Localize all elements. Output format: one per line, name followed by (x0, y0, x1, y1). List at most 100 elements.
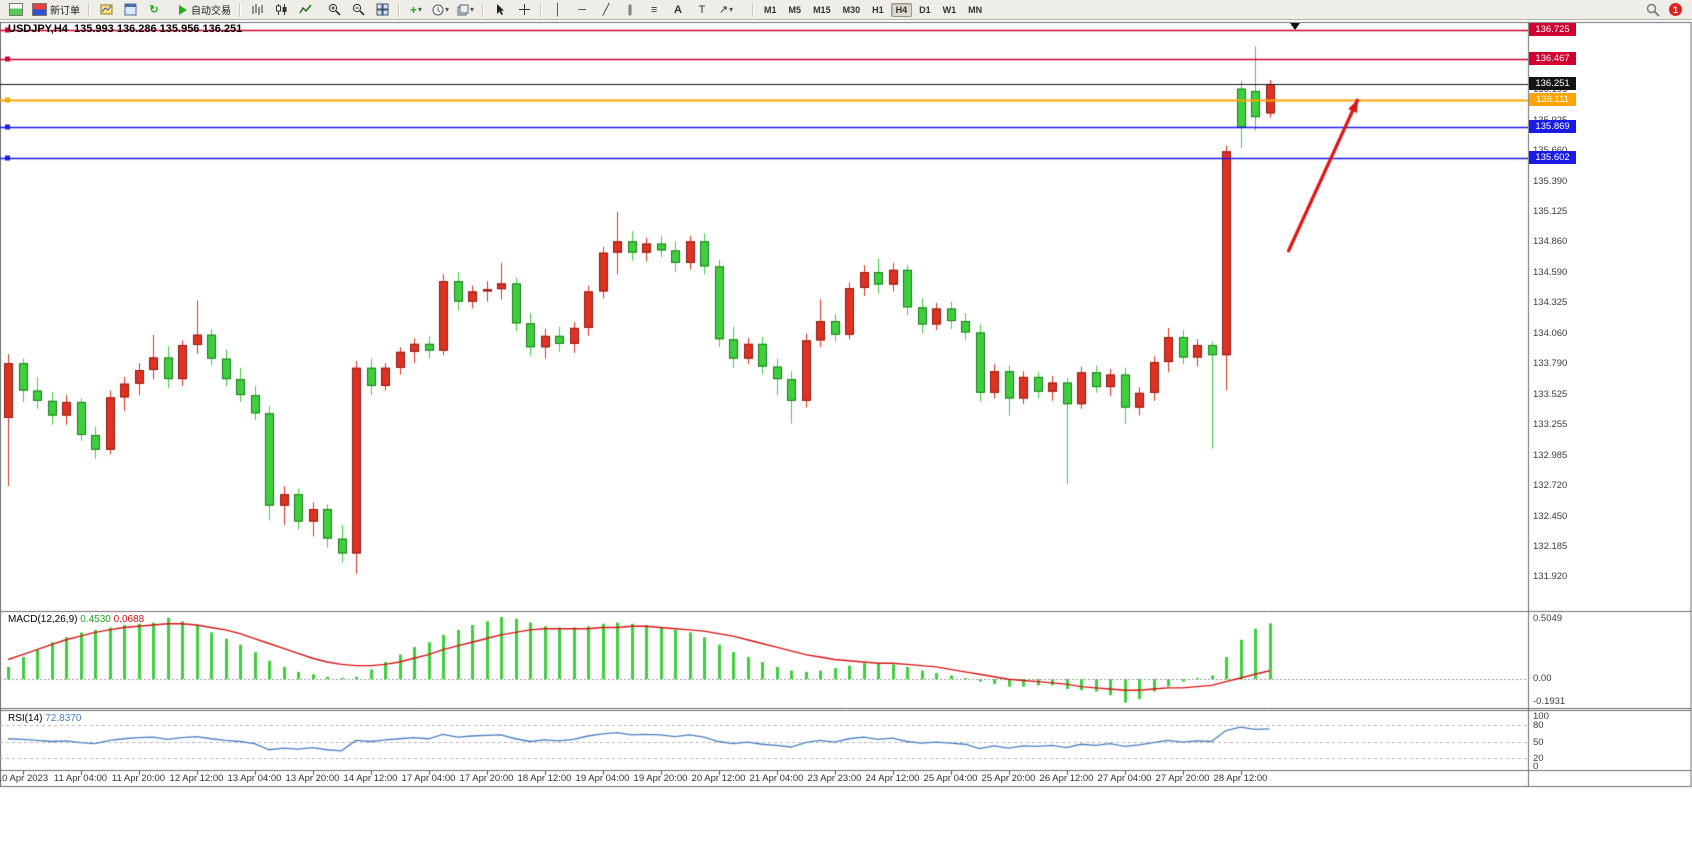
arrow-tool-icon: ↗ (718, 3, 729, 16)
vertical-line-icon: │ (554, 3, 562, 16)
new-order-button[interactable]: 新订单 (29, 1, 83, 19)
rsi-name: RSI(14) (8, 713, 43, 724)
time-axis-label: 11 Apr 20:00 (111, 773, 166, 784)
chevron-down-icon: ▾ (470, 5, 475, 14)
time-axis-label: 10 Apr 2023 (0, 773, 49, 784)
price-axis-label: 133.255 (1533, 419, 1568, 431)
rsi-value: 72.8370 (45, 713, 82, 724)
periods-button[interactable]: ▾ (429, 1, 452, 19)
timeframe-mn-button[interactable]: MN (968, 4, 983, 15)
fibonacci-icon: ≡ (650, 3, 658, 16)
crosshair-icon (518, 4, 530, 15)
price-axis-label: 132.985 (1533, 450, 1568, 462)
auto-trading-button[interactable]: 自动交易 (176, 1, 234, 19)
time-axis-label: 23 Apr 23:00 (807, 773, 862, 784)
horizontal-line-tool-button[interactable]: ─ (571, 1, 593, 19)
candle-chart-type-button[interactable] (270, 1, 292, 19)
macd-axis-label: 0.00 (1533, 673, 1552, 685)
fibonacci-tool-button[interactable]: ≡ (643, 1, 665, 19)
new-order-label: 新订单 (50, 6, 80, 17)
timeframe-h1-button[interactable]: H1 (872, 4, 884, 15)
separator (239, 2, 241, 17)
search-button[interactable] (1642, 1, 1664, 19)
chevron-down-icon: ▾ (445, 5, 450, 14)
separator (752, 2, 755, 17)
time-axis-label: 11 Apr 04:00 (53, 773, 108, 784)
rsi-axis-label: 100 (1533, 711, 1549, 722)
arrows-tool-button[interactable]: ↗ ▾ (715, 1, 737, 19)
vertical-line-tool-button[interactable]: │ (547, 1, 569, 19)
timeframe-h4-button[interactable]: H4 (890, 2, 913, 17)
price-axis-label: 135.660 (1533, 145, 1567, 156)
timeframe-w1-button[interactable]: W1 (942, 4, 957, 15)
time-axis-label: 28 Apr 12:00 (1213, 773, 1268, 784)
time-axis-label: 17 Apr 04:00 (401, 773, 456, 784)
timeframe-m30-button[interactable]: M30 (842, 4, 861, 15)
data-window-button[interactable] (119, 1, 141, 19)
time-axis-label: 17 Apr 20:00 (459, 773, 514, 784)
bar-chart-type-button[interactable] (246, 1, 268, 19)
time-axis-label: 27 Apr 20:00 (1155, 773, 1210, 784)
rsi-axis-label: 80 (1533, 720, 1544, 731)
price-axis-label: 134.590 (1533, 267, 1568, 279)
text-icon: A (674, 3, 682, 16)
bar-chart-icon (252, 4, 262, 15)
timeframe-m15-button[interactable]: M15 (813, 4, 831, 15)
auto-trading-label: 自动交易 (191, 6, 231, 17)
zoom-out-icon (352, 3, 365, 16)
price-axis-label: 132.720 (1533, 480, 1568, 492)
channel-tool-button[interactable]: ∥ (619, 1, 641, 19)
indicators-button[interactable]: + ▾ (405, 1, 427, 19)
search-icon (1646, 3, 1660, 17)
time-axis-label: 26 Apr 12:00 (1039, 773, 1094, 784)
refresh-button[interactable]: ↻ (143, 1, 165, 19)
hline-price-badge: 136.111 (1529, 92, 1576, 106)
timeframe-m1-button[interactable]: M1 (764, 4, 777, 15)
cursor-tool-button[interactable] (489, 1, 511, 19)
price-axis-label: 135.125 (1533, 206, 1568, 218)
new-order-icon (32, 3, 47, 16)
templates-icon (457, 4, 469, 15)
notification-badge[interactable]: 1 (1669, 3, 1682, 16)
separator (88, 2, 90, 17)
data-window-icon (124, 3, 136, 16)
market-watch-button[interactable] (95, 1, 117, 19)
chart-shift-marker-icon[interactable] (1290, 23, 1300, 30)
text-tool-button[interactable]: A (667, 1, 689, 19)
new-chart-button[interactable] (5, 1, 27, 19)
rsi-axis-label: 50 (1533, 736, 1544, 748)
hline-price-badge: 136.725 (1529, 22, 1576, 36)
time-axis-label: 14 Apr 12:00 (343, 773, 398, 784)
macd-signal-value: 0.0688 (113, 614, 145, 625)
zoom-out-button[interactable] (347, 1, 369, 19)
timeframe-m5-button[interactable]: M5 (788, 4, 802, 15)
time-axis-label: 18 Apr 12:00 (517, 773, 572, 784)
crosshair-tool-button[interactable] (513, 1, 535, 19)
hline-price-badge: 136.467 (1529, 52, 1576, 66)
trendline-tool-button[interactable]: ╱ (595, 1, 617, 19)
separator (398, 2, 400, 17)
chevron-down-icon: ▾ (418, 5, 423, 14)
timeframe-d1-button[interactable]: D1 (919, 4, 931, 15)
play-icon (179, 4, 187, 15)
candle-chart-icon (275, 4, 286, 15)
time-axis-label: 25 Apr 04:00 (923, 773, 978, 784)
tile-windows-button[interactable] (371, 1, 393, 19)
time-axis-label: 21 Apr 04:00 (749, 773, 804, 784)
time-axis-label: 25 Apr 20:00 (981, 773, 1036, 784)
line-chart-type-button[interactable] (294, 1, 316, 19)
zoom-in-button[interactable] (323, 1, 345, 19)
time-axis-label: 20 Apr 12:00 (691, 773, 746, 784)
clock-icon (432, 4, 444, 15)
line-chart-icon (298, 4, 312, 14)
time-axis-label: 12 Apr 12:00 (169, 773, 224, 784)
zoom-in-icon (328, 3, 341, 16)
time-axis-label: 13 Apr 20:00 (285, 773, 340, 784)
label-tool-button[interactable]: T (691, 1, 713, 19)
time-axis-label: 19 Apr 20:00 (633, 773, 688, 784)
templates-button[interactable]: ▾ (454, 1, 477, 19)
trendline-icon: ╱ (602, 3, 610, 16)
rsi-header: RSI(14) 72.8370 (8, 713, 81, 724)
toolbar: 新订单 ↻ 自动交易 (0, 0, 1692, 20)
